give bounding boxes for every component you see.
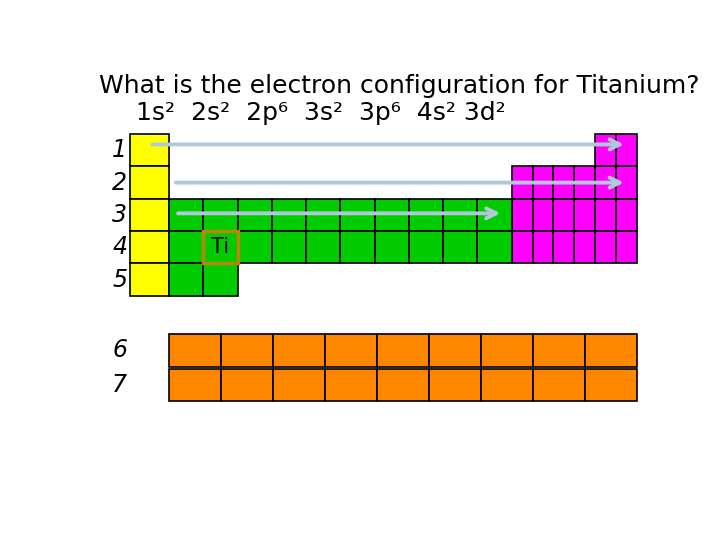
Bar bbox=[203, 264, 238, 296]
Bar bbox=[481, 334, 533, 367]
Bar bbox=[595, 231, 616, 264]
Bar bbox=[169, 231, 203, 264]
Bar bbox=[325, 369, 377, 401]
Bar bbox=[409, 199, 443, 231]
Bar bbox=[575, 166, 595, 199]
Bar bbox=[443, 199, 477, 231]
Bar bbox=[429, 369, 481, 401]
Text: 5: 5 bbox=[112, 268, 127, 292]
Bar bbox=[477, 199, 512, 231]
Text: 4: 4 bbox=[112, 235, 127, 259]
Bar bbox=[306, 231, 341, 264]
Bar bbox=[238, 231, 272, 264]
Bar bbox=[272, 231, 306, 264]
Bar bbox=[554, 231, 575, 264]
Bar bbox=[533, 199, 554, 231]
Bar bbox=[306, 199, 341, 231]
Bar bbox=[429, 334, 481, 367]
Bar bbox=[585, 334, 637, 367]
Bar bbox=[377, 369, 429, 401]
Bar bbox=[203, 231, 238, 264]
Text: 1s²  2s²  2p⁶  3s²  3p⁶  4s² 3d²: 1s² 2s² 2p⁶ 3s² 3p⁶ 4s² 3d² bbox=[137, 100, 506, 125]
Text: Ti: Ti bbox=[212, 237, 230, 257]
Bar bbox=[443, 231, 477, 264]
Bar bbox=[377, 334, 429, 367]
Bar bbox=[341, 231, 374, 264]
Bar bbox=[616, 199, 637, 231]
Bar bbox=[512, 231, 533, 264]
Bar bbox=[273, 369, 325, 401]
Bar bbox=[374, 199, 409, 231]
Bar bbox=[221, 334, 273, 367]
Bar bbox=[238, 199, 272, 231]
Bar bbox=[272, 199, 306, 231]
Bar bbox=[169, 369, 221, 401]
Bar bbox=[169, 264, 203, 296]
Bar bbox=[409, 231, 443, 264]
Text: 6: 6 bbox=[112, 339, 127, 362]
Bar bbox=[512, 199, 533, 231]
Text: 2: 2 bbox=[112, 171, 127, 194]
Bar bbox=[554, 199, 575, 231]
Bar bbox=[130, 231, 169, 264]
Bar bbox=[325, 334, 377, 367]
Bar bbox=[374, 231, 409, 264]
Bar bbox=[203, 199, 238, 231]
Bar bbox=[481, 369, 533, 401]
Bar bbox=[273, 334, 325, 367]
Text: 1: 1 bbox=[112, 138, 127, 162]
Text: What is the electron configuration for Titanium?: What is the electron configuration for T… bbox=[99, 75, 700, 98]
Bar bbox=[554, 166, 575, 199]
Bar bbox=[616, 166, 637, 199]
Bar bbox=[533, 166, 554, 199]
Bar bbox=[512, 166, 533, 199]
Bar bbox=[169, 199, 203, 231]
Bar bbox=[595, 166, 616, 199]
Bar bbox=[585, 369, 637, 401]
Bar bbox=[169, 334, 221, 367]
Bar bbox=[533, 369, 585, 401]
Bar bbox=[130, 134, 169, 166]
Text: 3: 3 bbox=[112, 203, 127, 227]
Bar bbox=[575, 199, 595, 231]
Bar bbox=[130, 166, 169, 199]
Bar bbox=[221, 369, 273, 401]
Bar bbox=[533, 231, 554, 264]
Bar bbox=[130, 264, 169, 296]
Text: 7: 7 bbox=[112, 373, 127, 397]
Bar bbox=[595, 134, 616, 166]
Bar bbox=[341, 199, 374, 231]
Bar bbox=[595, 199, 616, 231]
Bar bbox=[575, 231, 595, 264]
Bar bbox=[477, 231, 512, 264]
Bar bbox=[616, 134, 637, 166]
Bar bbox=[616, 231, 637, 264]
Bar bbox=[533, 334, 585, 367]
Bar bbox=[203, 231, 238, 264]
Bar bbox=[130, 199, 169, 231]
